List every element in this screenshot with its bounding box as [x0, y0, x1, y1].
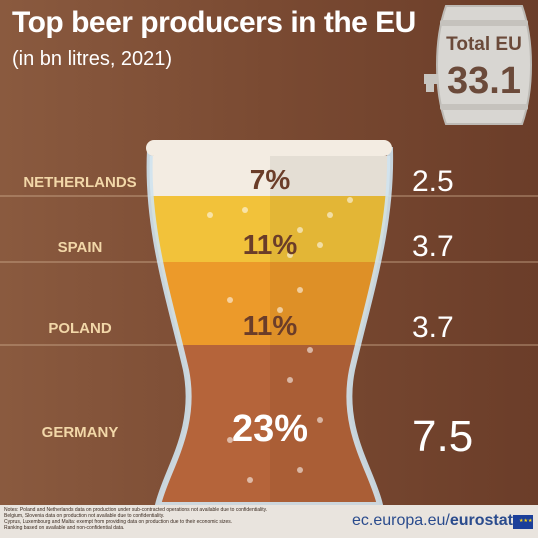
share-label: 7%: [250, 164, 291, 195]
note-line: Ranking based on available and non-confi…: [4, 525, 125, 531]
category-label: NETHERLANDS: [23, 174, 136, 191]
beer-foam: [146, 140, 392, 156]
bubble: [297, 467, 303, 473]
bubble: [287, 252, 293, 258]
note-line: Cyprus, Luxembourg and Malta: exempt fro…: [4, 519, 233, 525]
note-line: Belgium, Slovenia data on production not…: [4, 513, 165, 519]
bar-poland: [149, 262, 391, 345]
source-link[interactable]: ec.europa.eu/eurostat: [352, 512, 513, 530]
bubble: [207, 212, 213, 218]
bubble: [242, 207, 248, 213]
site-prefix: ec.europa.eu/: [352, 512, 450, 529]
value-label: 7.5: [412, 412, 473, 461]
value-label: 3.7: [412, 230, 454, 263]
site-brand: eurostat: [449, 512, 513, 529]
chart-title: Top beer producers in the EU: [12, 6, 416, 39]
bubble: [247, 477, 253, 483]
bubble: [317, 417, 323, 423]
bubbles: [207, 197, 353, 483]
share-label: 11%: [243, 229, 298, 260]
bubble: [277, 307, 283, 313]
bubble: [297, 287, 303, 293]
bubble: [227, 437, 233, 443]
value-label: 2.5: [412, 165, 454, 198]
bar-spain: [149, 196, 391, 262]
footer-notes: Notes: Poland and Netherlands data on pr…: [4, 507, 334, 531]
bubble: [347, 197, 353, 203]
keg-icon: [424, 5, 532, 125]
value-label: 3.7: [412, 311, 454, 344]
footer-bar: [0, 505, 538, 538]
bubble: [227, 297, 233, 303]
bubble: [327, 212, 333, 218]
category-label: POLAND: [48, 320, 112, 337]
chart-subtitle: (in bn litres, 2021): [12, 48, 173, 70]
note-line: Notes: Poland and Netherlands data on pr…: [4, 507, 268, 513]
category-label: SPAIN: [58, 239, 103, 256]
bar-netherlands: [149, 156, 391, 196]
eu-flag-icon: ★★★: [513, 515, 533, 529]
bubble: [287, 377, 293, 383]
bubble: [307, 347, 313, 353]
category-label: GERMANY: [42, 424, 119, 441]
total-label: Total EU: [446, 34, 522, 55]
bubble: [297, 227, 303, 233]
total-value: 33.1: [447, 60, 521, 102]
bubble: [317, 242, 323, 248]
share-label: 23%: [232, 408, 308, 450]
share-label: 11%: [243, 310, 298, 341]
